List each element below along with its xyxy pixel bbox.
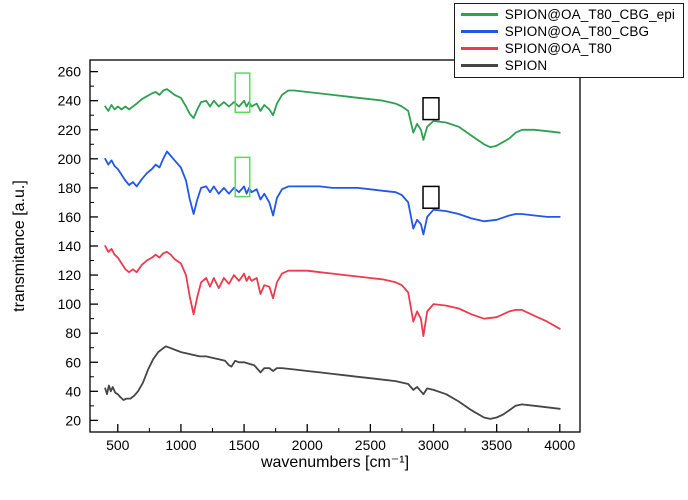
y-tick-label: 40 <box>65 383 81 399</box>
y-tick-label: 120 <box>58 267 82 283</box>
y-tick-label: 240 <box>58 93 82 109</box>
highlight-box-green-epi-1500 <box>234 72 251 114</box>
legend-line-sample <box>460 30 498 33</box>
x-tick-label: 3000 <box>418 437 449 453</box>
legend-label: SPION@OA_T80_CBG <box>504 24 650 39</box>
y-tick-label: 100 <box>58 296 82 312</box>
series-line-SPION <box>104 345 561 420</box>
y-tick-label: 220 <box>58 122 82 138</box>
x-tick-label: 1000 <box>165 437 196 453</box>
x-tick-label: 2500 <box>355 437 386 453</box>
plot-frame <box>89 59 581 433</box>
x-axis-label: wavenumbers [cm⁻¹] <box>260 454 410 471</box>
x-tick-label: 2000 <box>292 437 323 453</box>
y-tick-label: 160 <box>58 209 82 225</box>
y-tick-label: 200 <box>58 151 82 167</box>
legend-item: SPION <box>460 57 675 74</box>
y-tick-label: 80 <box>65 325 81 341</box>
y-tick-label: 260 <box>58 64 82 80</box>
legend-item: SPION@OA_T80 <box>460 40 675 57</box>
x-tick-label: 500 <box>106 437 130 453</box>
y-tick-label: 20 <box>65 412 81 428</box>
highlight-box-green-cbg-1500 <box>234 156 251 198</box>
y-axis-label: transmitance [a.u.] <box>11 180 28 312</box>
series-line-SPION@OA_T80 <box>104 245 561 338</box>
legend-label: SPION@OA_T80_CBG_epi <box>504 7 675 22</box>
legend-item: SPION@OA_T80_CBG_epi <box>460 6 675 23</box>
series-line-SPION@OA_T80_CBG <box>104 150 561 236</box>
highlight-box-black-epi-3000 <box>422 97 440 121</box>
y-tick-label: 140 <box>58 238 82 254</box>
x-tick-label: 3500 <box>481 437 512 453</box>
x-tick-label: 1500 <box>228 437 259 453</box>
legend-line-sample <box>460 13 498 16</box>
highlight-box-black-cbg-3000 <box>422 185 440 209</box>
x-tick-label: 4000 <box>544 437 575 453</box>
legend-line-sample <box>460 47 498 50</box>
series-line-SPION@OA_T80_CBG_epi <box>104 88 561 149</box>
legend-line-sample <box>460 64 498 67</box>
legend-item: SPION@OA_T80_CBG <box>460 23 675 40</box>
y-tick-label: 60 <box>65 354 81 370</box>
legend-label: SPION <box>504 58 548 73</box>
legend-label: SPION@OA_T80 <box>504 41 612 56</box>
y-tick-label: 180 <box>58 180 82 196</box>
legend: SPION@OA_T80_CBG_epi SPION@OA_T80_CBG SPIO… <box>453 3 684 78</box>
